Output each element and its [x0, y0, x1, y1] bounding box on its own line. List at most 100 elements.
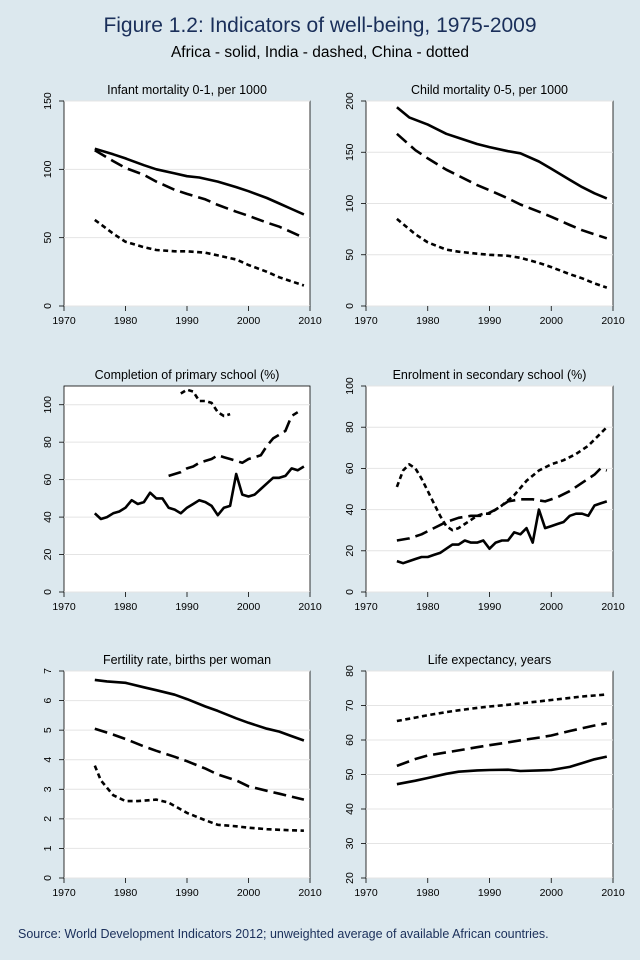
y-tick-label: 80 — [344, 665, 356, 677]
x-tick-label: 2000 — [237, 601, 261, 613]
x-tick-label: 2000 — [237, 315, 261, 327]
y-tick-label: 80 — [344, 421, 356, 433]
series-line-africa — [94, 678, 305, 742]
y-tick-label: 0 — [344, 303, 356, 309]
panel-title: Child mortality 0-5, per 1000 — [411, 83, 568, 97]
y-tick-label: 0 — [42, 303, 54, 309]
x-tick-label: 2010 — [298, 315, 322, 327]
x-tick-label: 1990 — [175, 887, 199, 899]
panel-primary-completion: Completion of primary school (%) 0 20 40 60 8… — [42, 368, 322, 613]
y-tick-label: 50 — [344, 769, 356, 781]
x-tick-label: 1970 — [52, 601, 76, 613]
y-tick-label: 30 — [344, 838, 356, 850]
x-tick-label: 1980 — [416, 315, 440, 327]
x-tick-label: 2000 — [237, 887, 261, 899]
x-tick-label: 1970 — [52, 887, 76, 899]
series-line-india — [396, 722, 608, 768]
panel-title: Fertility rate, births per woman — [103, 653, 271, 667]
panel-child-mortality: Child mortality 0-5, per 1000 0 50 100 150 20… — [344, 83, 625, 327]
x-tick-label: 1980 — [114, 315, 138, 327]
x-tick-label: 1970 — [354, 315, 378, 327]
y-tick-label: 5 — [42, 727, 54, 733]
figure-title: Figure 1.2: Indicators of well-being, 19… — [103, 14, 537, 37]
panel-secondary-enrolment: Enrolment in secondary school (%) 0 20 40 60… — [344, 368, 625, 613]
x-tick-label: 2000 — [540, 887, 564, 899]
y-tick-label: 2 — [42, 816, 54, 822]
series-line-africa — [94, 147, 305, 216]
series-line-africa — [396, 106, 608, 200]
x-tick-label: 1980 — [416, 601, 440, 613]
y-tick-label: 20 — [42, 549, 54, 561]
series-line-india — [94, 149, 305, 239]
x-tick-label: 1980 — [416, 887, 440, 899]
x-tick-label: 1970 — [354, 887, 378, 899]
plot-area — [365, 385, 614, 593]
y-tick-label: 0 — [42, 589, 54, 595]
x-tick-label: 2000 — [540, 315, 564, 327]
x-tick-label: 1990 — [175, 315, 199, 327]
y-tick-label: 70 — [344, 700, 356, 712]
figure-subtitle: Africa - solid, India - dashed, China - … — [170, 44, 470, 61]
x-tick-label: 1980 — [114, 887, 138, 899]
panel-title: Enrolment in secondary school (%) — [393, 368, 587, 382]
panel-life-expectancy: Life expectancy, years 20 30 40 50 60 70 80 1970… — [344, 653, 625, 899]
y-tick-label: 3 — [42, 786, 54, 792]
x-tick-label: 1970 — [52, 315, 76, 327]
y-tick-label: 100 — [344, 195, 356, 213]
panel-infant-mortality: Infant mortality 0-1, per 1000 0 50 100 150 1… — [42, 83, 322, 327]
y-tick-label: 0 — [42, 875, 54, 881]
y-tick-label: 150 — [42, 92, 54, 110]
y-tick-label: 20 — [344, 545, 356, 557]
x-tick-label: 1990 — [478, 887, 502, 899]
y-tick-label: 60 — [42, 474, 54, 486]
x-tick-label: 2010 — [601, 887, 625, 899]
series-line-china — [94, 218, 305, 287]
y-tick-label: 50 — [344, 249, 356, 261]
y-tick-label: 0 — [344, 589, 356, 595]
y-tick-label: 100 — [42, 396, 54, 414]
x-tick-label: 1990 — [478, 601, 502, 613]
y-tick-label: 200 — [344, 92, 356, 110]
y-tick-label: 6 — [42, 697, 54, 703]
series-line-india — [168, 411, 299, 478]
y-tick-label: 40 — [344, 504, 356, 516]
plot-area — [63, 670, 311, 879]
y-tick-label: 50 — [42, 232, 54, 244]
x-tick-label: 1970 — [354, 601, 378, 613]
series-line-china — [395, 426, 608, 532]
panel-title: Completion of primary school (%) — [95, 368, 280, 382]
x-tick-label: 2010 — [601, 601, 625, 613]
series-line-india — [396, 132, 608, 240]
x-tick-label: 2000 — [540, 601, 564, 613]
y-tick-label: 80 — [42, 436, 54, 448]
panel-title: Life expectancy, years — [428, 653, 551, 667]
series-line-china — [396, 693, 607, 723]
y-tick-label: 20 — [344, 872, 356, 884]
x-tick-label: 2010 — [601, 315, 625, 327]
y-tick-label: 40 — [42, 511, 54, 523]
series-line-india — [94, 727, 305, 801]
y-tick-label: 40 — [344, 803, 356, 815]
series-line-china — [180, 388, 231, 418]
x-tick-label: 2010 — [298, 887, 322, 899]
series-line-china — [93, 765, 304, 832]
panel-title: Infant mortality 0-1, per 1000 — [107, 83, 267, 97]
panel-fertility-rate: Fertility rate, births per woman 0 1 2 3 4 5 6 7… — [42, 653, 322, 899]
y-tick-label: 100 — [344, 377, 356, 395]
x-tick-label: 1990 — [478, 315, 502, 327]
series-line-china — [396, 217, 608, 289]
source-note: Source: World Development Indicators 201… — [18, 927, 549, 941]
series-line-africa — [93, 465, 305, 521]
series-line-africa — [396, 500, 608, 565]
plot-area — [63, 385, 311, 593]
y-tick-label: 100 — [42, 160, 54, 178]
series-line-africa — [396, 755, 608, 786]
x-tick-label: 1980 — [114, 601, 138, 613]
y-tick-label: 60 — [344, 462, 356, 474]
y-tick-label: 60 — [344, 734, 356, 746]
x-tick-label: 2010 — [298, 601, 322, 613]
plot-area — [63, 100, 311, 307]
x-tick-label: 1990 — [175, 601, 199, 613]
y-tick-label: 7 — [42, 668, 54, 674]
